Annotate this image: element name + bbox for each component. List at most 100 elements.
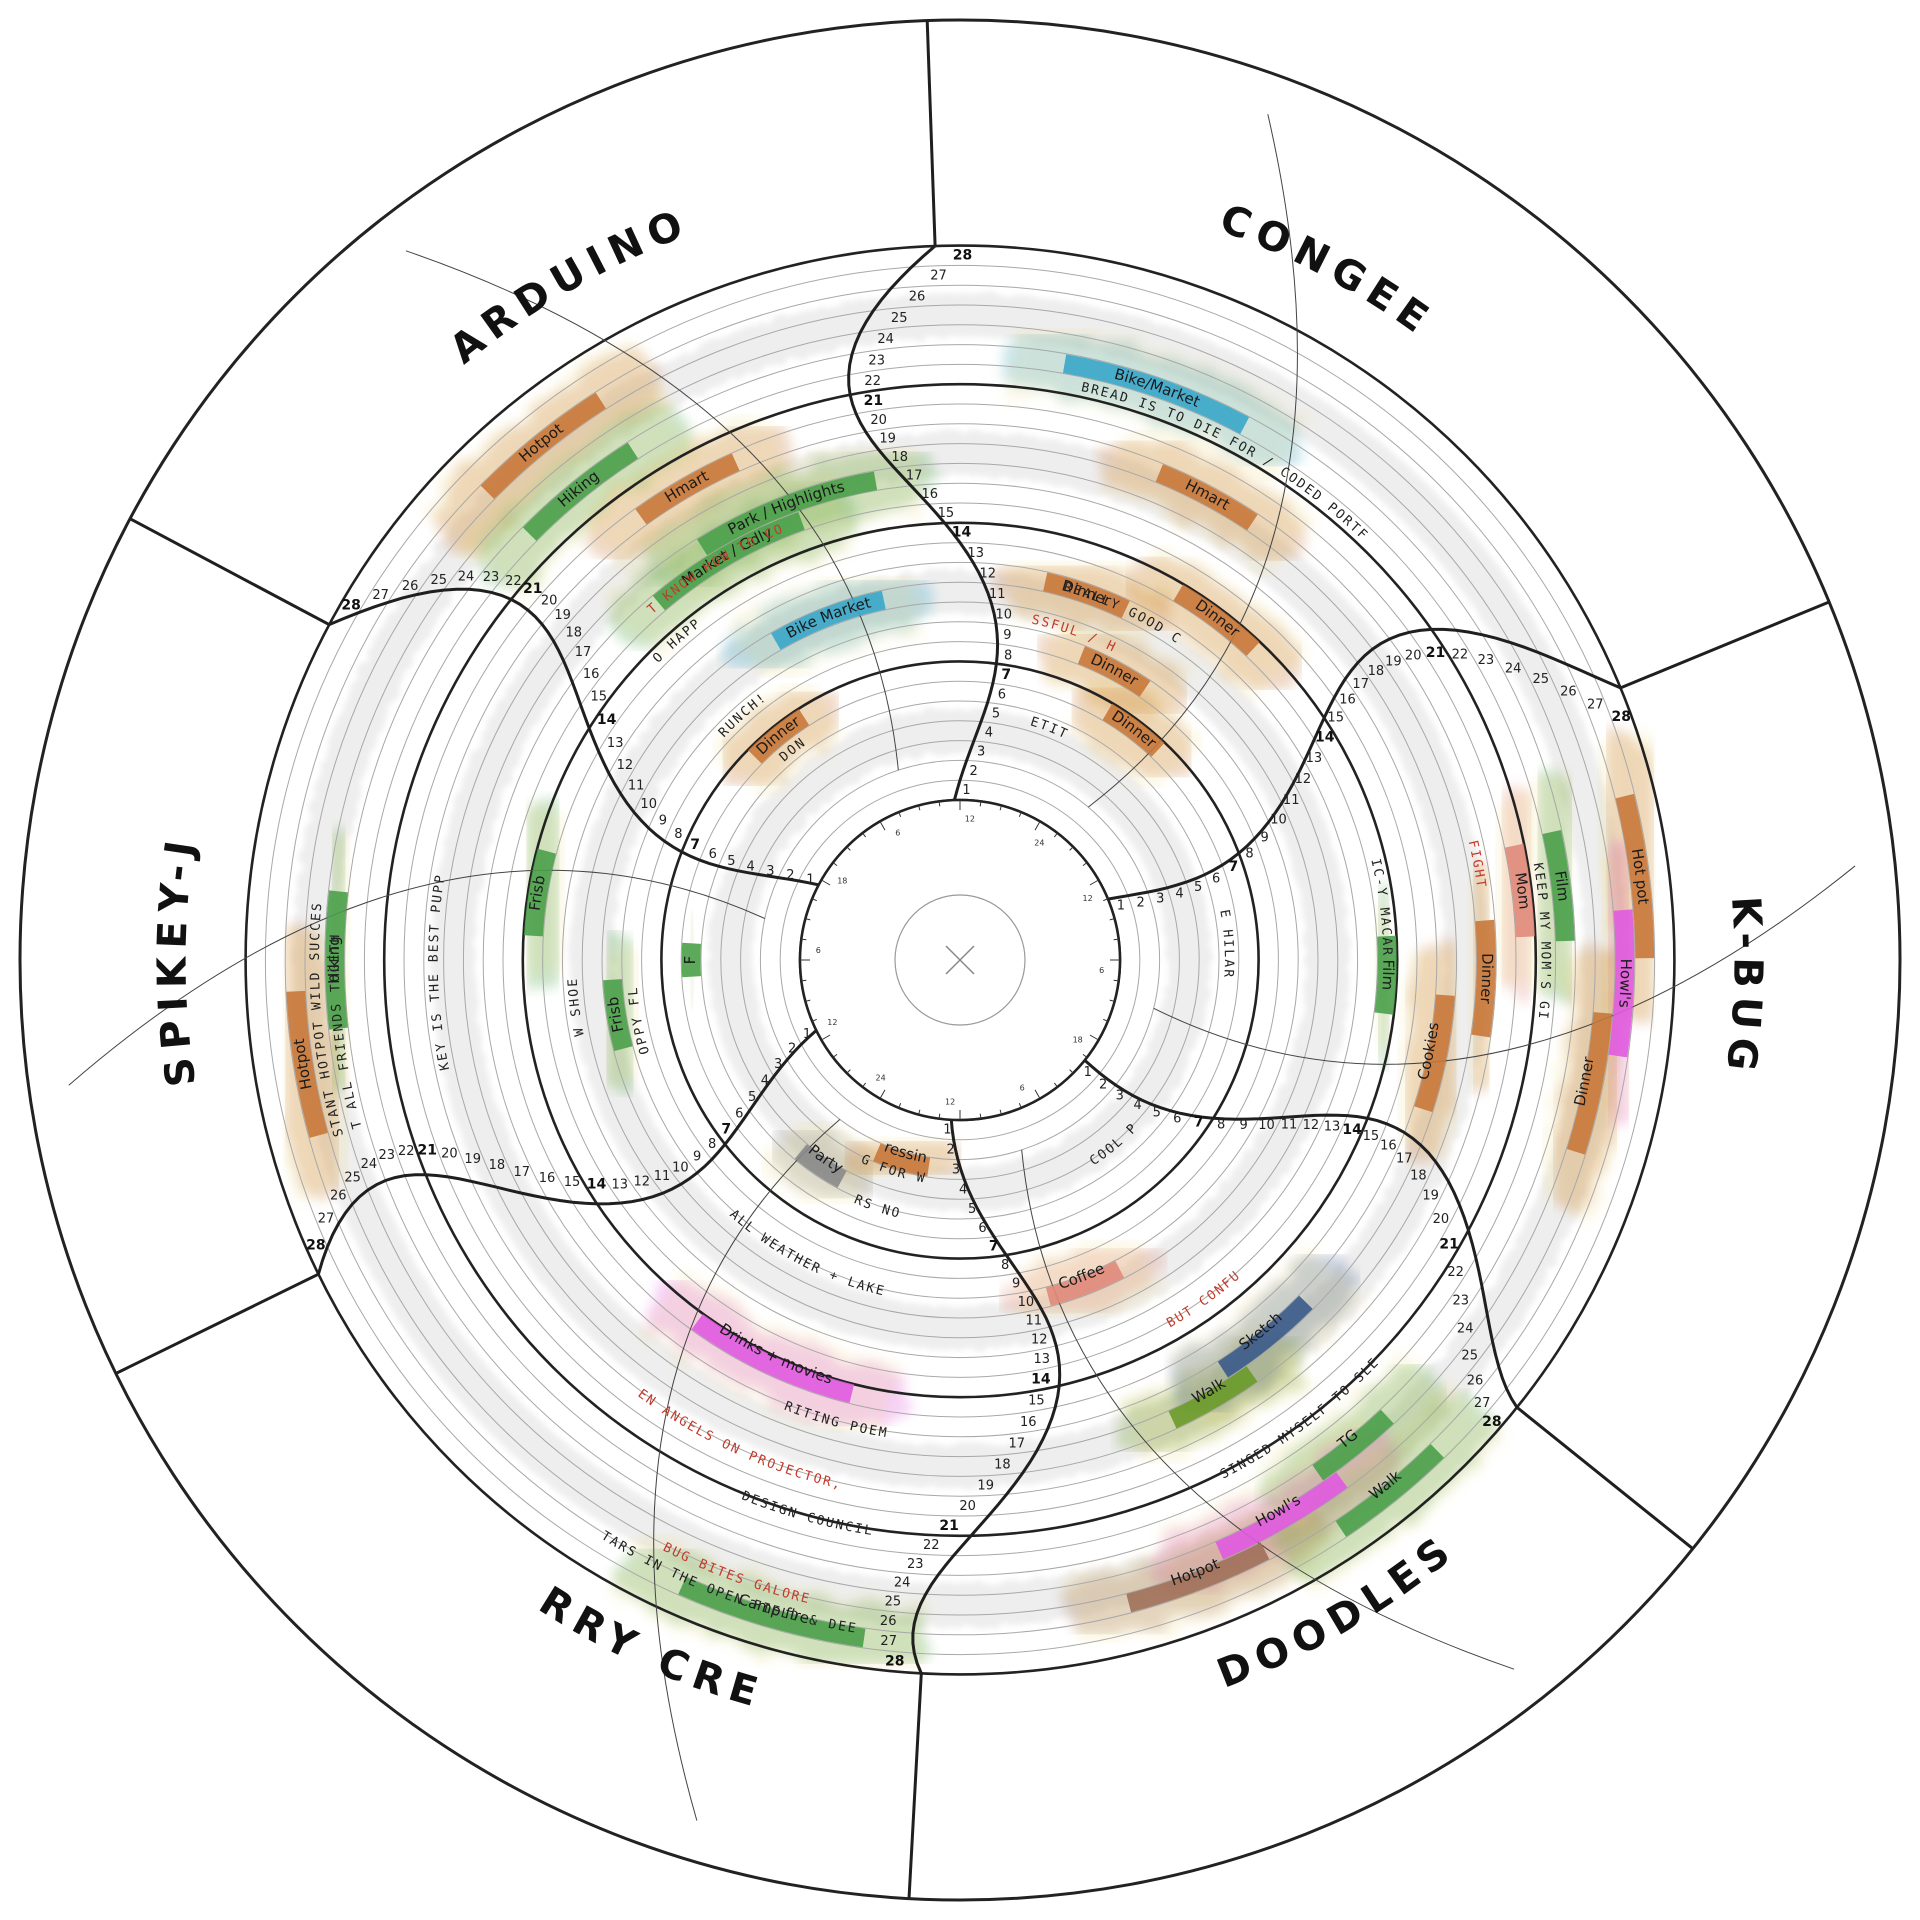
day-number: 12 [634, 1175, 651, 1190]
activity-bar [1374, 935, 1397, 1015]
day-number: 7 [1194, 1114, 1204, 1130]
group-label: SPIKEY-J [149, 830, 205, 1089]
day-ring-16 [482, 482, 1438, 1438]
clock-tick [805, 999, 811, 1002]
activity-bar [681, 942, 701, 978]
day-number: 24 [894, 1576, 911, 1591]
day-number: 3 [1116, 1089, 1124, 1104]
day-number: 9 [1003, 628, 1011, 643]
day-number: 19 [1422, 1189, 1439, 1204]
day-number: 18 [1368, 664, 1385, 679]
day-number: 11 [1281, 1118, 1298, 1133]
day-number: 14 [587, 1177, 607, 1193]
activity-bar [524, 848, 556, 937]
day-number: 8 [1004, 648, 1012, 663]
day-number: 21 [523, 581, 542, 597]
day-number: 25 [891, 311, 908, 326]
day-ring-12 [561, 561, 1359, 1359]
day-number: 3 [766, 864, 774, 879]
clock-tick [938, 801, 941, 807]
day-number: 21 [864, 393, 883, 409]
day-ring-17 [462, 462, 1458, 1458]
day-number: 7 [1001, 667, 1011, 683]
clock-tick [1109, 918, 1115, 921]
day-number: 3 [1156, 892, 1164, 907]
day-number: 5 [968, 1202, 976, 1217]
day-number: 13 [1324, 1119, 1341, 1134]
day-number: 5 [748, 1090, 756, 1105]
day-number: 4 [1133, 1098, 1141, 1113]
day-number: 19 [464, 1152, 481, 1167]
activity-bar [1045, 1260, 1125, 1306]
activity-bar [1173, 584, 1260, 656]
day-number: 1 [1084, 1065, 1092, 1080]
day-number: 26 [1560, 685, 1577, 700]
day-ring-3 [740, 740, 1180, 1180]
clock-tick [1103, 898, 1109, 902]
day-rings [18, 18, 1902, 1902]
day-number: 3 [977, 745, 985, 760]
day-ring-2 [759, 759, 1161, 1161]
clock-hour-label: 6 [816, 946, 821, 955]
sector-divider [847, 20, 1000, 801]
day-number: 25 [1533, 672, 1550, 687]
day-number: 8 [1217, 1117, 1225, 1132]
clock-tick [1034, 821, 1041, 831]
day-number: 9 [693, 1150, 701, 1165]
activity-bar [480, 392, 606, 499]
day-number: 10 [640, 797, 657, 812]
group-label: ARDUINO [441, 199, 696, 373]
sector-divider [907, 1119, 1062, 1899]
day-number: 28 [885, 1654, 904, 1670]
day-number: 10 [996, 608, 1013, 623]
clock-tick [918, 1109, 921, 1115]
day-number: 2 [1137, 895, 1145, 910]
activity-bar [748, 709, 810, 764]
day-number: 17 [1352, 677, 1369, 692]
day-ring-8 [641, 641, 1279, 1279]
clock-tick [999, 805, 1002, 811]
day-number: 18 [1410, 1168, 1427, 1183]
clock-tick [821, 879, 831, 886]
day-number: 9 [1240, 1118, 1248, 1133]
center-inner-circle [894, 894, 1026, 1026]
clock-tick [811, 1018, 817, 1022]
day-number: 20 [441, 1147, 458, 1162]
day-number: 28 [1482, 1414, 1501, 1430]
clock-hour-label: 6 [1020, 1084, 1025, 1093]
sector-guide-line [1153, 865, 1856, 1065]
day-number: 5 [992, 707, 1000, 722]
note-label: DESIGN COUNCIL [740, 1489, 876, 1539]
activity-bar [1414, 994, 1455, 1113]
day-number: 6 [1173, 1112, 1181, 1127]
day-number: 7 [690, 837, 700, 853]
day-number: 1 [962, 783, 970, 798]
day-ring-22 [363, 363, 1557, 1557]
day-number: 15 [1028, 1394, 1045, 1409]
day-number: 4 [959, 1182, 967, 1197]
activity-bar [1504, 843, 1535, 938]
day-number: 21 [417, 1143, 436, 1159]
clock-hour-label: 6 [895, 828, 900, 837]
day-number: 20 [1433, 1212, 1450, 1227]
day-number: 1 [943, 1122, 951, 1137]
activity-bar [1608, 909, 1635, 1058]
clock-tick [862, 1082, 867, 1088]
clock-hour-label: 18 [837, 877, 847, 886]
day-number: 3 [774, 1057, 782, 1072]
sector-guide-line [1087, 114, 1298, 808]
activity-bar [1215, 1472, 1348, 1560]
activity-bar [1335, 1444, 1444, 1537]
day-number: 25 [1461, 1349, 1478, 1364]
activity-bar [771, 590, 886, 650]
activity-label: Howl's [1615, 959, 1635, 1009]
day-number: 7 [989, 1239, 999, 1255]
day-number: 22 [1447, 1265, 1464, 1280]
day-number: 28 [1611, 709, 1630, 725]
day-number: 26 [880, 1614, 897, 1629]
day-number: 27 [318, 1212, 335, 1227]
day-number: 5 [727, 854, 735, 869]
day-number: 11 [1283, 793, 1300, 808]
activity-bar [1471, 919, 1496, 1038]
day-number: 23 [1453, 1293, 1470, 1308]
